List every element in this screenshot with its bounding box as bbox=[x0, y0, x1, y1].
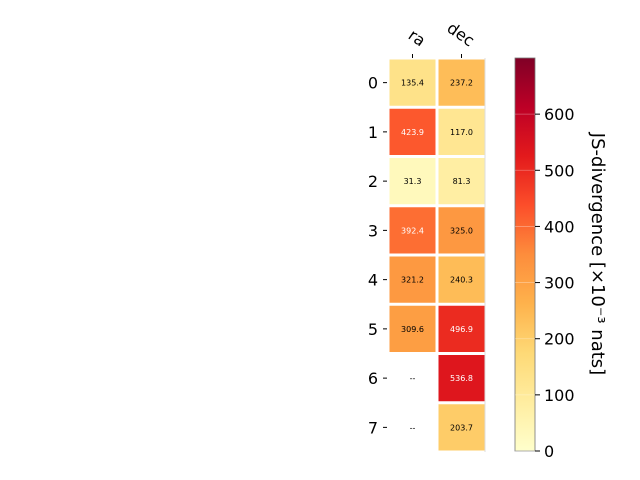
cell-value-label: 325.0 bbox=[450, 226, 473, 235]
colorbar-gradient bbox=[514, 57, 536, 452]
heatmap-cell bbox=[438, 305, 485, 352]
column-tick-label: dec bbox=[444, 18, 478, 50]
row-tick-label: 1 bbox=[368, 123, 378, 142]
cell-value-label: 309.6 bbox=[401, 325, 424, 334]
cell-value-label: 135.4 bbox=[401, 79, 424, 88]
heatmap-cell bbox=[389, 59, 436, 106]
row-tick-label: 7 bbox=[368, 418, 378, 437]
cell-value-label: 496.9 bbox=[450, 325, 473, 334]
cell-value-label: 203.7 bbox=[450, 423, 473, 432]
cell-value-label: 240.3 bbox=[450, 276, 473, 285]
colorbar-tick-label: 500 bbox=[544, 161, 575, 180]
colorbar-tick-label: 400 bbox=[544, 217, 575, 236]
heatmap-cell bbox=[438, 256, 485, 303]
colorbar-tick-label: 600 bbox=[544, 105, 575, 124]
cell-value-label: 117.0 bbox=[450, 128, 473, 137]
heatmap-cell bbox=[389, 158, 436, 205]
heatmap-cell bbox=[438, 59, 485, 106]
cell-value-label: 237.2 bbox=[450, 79, 473, 88]
heatmap-cell bbox=[438, 207, 485, 254]
row-tick-label: 2 bbox=[368, 172, 378, 191]
row-tick-label: 4 bbox=[368, 271, 378, 290]
heatmap-cell bbox=[438, 108, 485, 155]
heatmap-cell bbox=[389, 305, 436, 352]
cell-value-label: 81.3 bbox=[453, 177, 471, 186]
heatmap-cell bbox=[389, 108, 436, 155]
cell-value-label: 31.3 bbox=[404, 177, 422, 186]
heatmap-cell bbox=[389, 207, 436, 254]
row-tick-label: 0 bbox=[368, 74, 378, 93]
heatmap-cell bbox=[438, 158, 485, 205]
colorbar-tick-label: 300 bbox=[544, 274, 575, 293]
colorbar-tick-label: 100 bbox=[544, 386, 575, 405]
cell-value-label: 536.8 bbox=[450, 374, 473, 383]
colorbar-tick-label: 200 bbox=[544, 330, 575, 349]
cell-missing-label: -- bbox=[410, 374, 416, 383]
column-tick-label: ra bbox=[405, 25, 429, 50]
heatmap-cell bbox=[438, 355, 485, 402]
row-tick-label: 3 bbox=[368, 221, 378, 240]
heatmap-cell bbox=[389, 256, 436, 303]
cell-value-label: 392.4 bbox=[401, 226, 424, 235]
row-tick-label: 6 bbox=[368, 369, 378, 388]
heatmap-cell bbox=[438, 404, 485, 451]
colorbar-tick-label: 0 bbox=[544, 442, 554, 461]
cell-value-label: 321.2 bbox=[401, 276, 424, 285]
row-tick-label: 5 bbox=[368, 320, 378, 339]
colorbar: 0 100 200 300 400 500 600 bbox=[514, 57, 575, 461]
cell-missing-label: -- bbox=[410, 423, 416, 432]
cell-value-label: 423.9 bbox=[401, 128, 424, 137]
colorbar-label: JS-divergence [×10⁻³ nats] bbox=[587, 132, 608, 375]
